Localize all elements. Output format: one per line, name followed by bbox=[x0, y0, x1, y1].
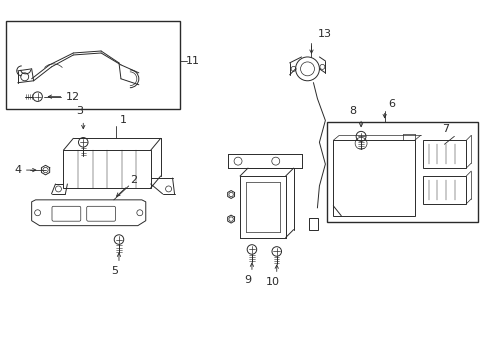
Text: 10: 10 bbox=[265, 277, 279, 287]
Bar bbox=[326, 122, 477, 222]
Text: 4: 4 bbox=[15, 165, 21, 175]
Bar bbox=[333, 140, 414, 216]
Bar bbox=[422, 176, 466, 204]
Bar bbox=[308, 218, 318, 230]
Text: 8: 8 bbox=[349, 107, 356, 117]
Text: 13: 13 bbox=[317, 29, 331, 39]
Text: 7: 7 bbox=[442, 124, 448, 134]
Text: 11: 11 bbox=[185, 55, 199, 66]
Text: 3: 3 bbox=[76, 107, 82, 117]
Text: 5: 5 bbox=[111, 266, 118, 276]
Text: 12: 12 bbox=[65, 92, 80, 102]
Text: 1: 1 bbox=[120, 116, 126, 125]
Text: 2: 2 bbox=[129, 175, 137, 185]
Bar bbox=[6, 21, 179, 109]
Text: 6: 6 bbox=[388, 99, 395, 109]
Text: 9: 9 bbox=[244, 275, 251, 285]
Bar bbox=[422, 140, 466, 168]
Bar bbox=[63, 150, 150, 188]
